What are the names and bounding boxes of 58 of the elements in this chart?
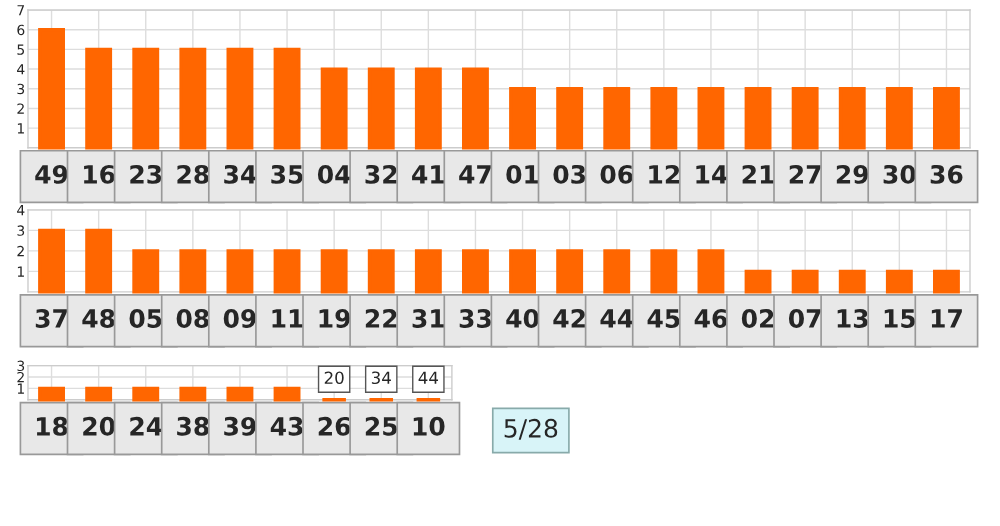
x-tick-label: 16: [84, 164, 115, 184]
x-tick-label: 07: [788, 309, 821, 328]
x-tick-label: 11: [272, 309, 303, 328]
x-tick-label: 42: [553, 309, 585, 328]
x-tick-label: 04: [317, 164, 351, 184]
x-tick-label: 12: [649, 164, 680, 184]
x-tick-label: 19: [319, 309, 350, 328]
x-tick-label: 36: [930, 164, 963, 184]
bar: [885, 269, 913, 294]
x-tick-label: 01: [506, 164, 539, 184]
x-tick-label: 30: [883, 164, 916, 184]
x-tick-label: 15: [884, 309, 915, 328]
x-tick-label: 29: [836, 164, 869, 184]
x-tick-label: 41: [412, 165, 445, 184]
bar: [838, 269, 866, 294]
x-tick-label: 32: [365, 164, 397, 184]
x-tick-label: 02: [741, 309, 774, 328]
x-tick-label: 21: [742, 164, 774, 184]
x-tick-label: 46: [694, 309, 727, 328]
bar: [791, 269, 819, 294]
x-tick-label: 24: [130, 416, 162, 436]
x-tick-label: 34: [224, 164, 257, 184]
x-tick-label: 44: [600, 309, 633, 328]
x-tick-label: 10: [413, 416, 445, 436]
x-tick-label: 47: [459, 165, 491, 184]
text: 5/28: [504, 418, 558, 440]
x-tick-label: 40: [506, 309, 539, 328]
bar: [744, 269, 772, 294]
x-tick-label: 26: [318, 416, 351, 436]
x-tick-label: 33: [459, 309, 491, 328]
x-tick-label: 38: [177, 416, 209, 436]
x-tick-label: 49: [35, 164, 68, 184]
x-tick-label: 39: [224, 416, 256, 436]
bar: [933, 269, 960, 294]
x-tick-label: 18: [36, 416, 68, 436]
x-tick-label: 22: [365, 309, 397, 328]
x-tick-label: 31: [412, 309, 445, 328]
annotation: 20: [324, 371, 344, 385]
annotation: 44: [418, 371, 439, 384]
x-tick-label: 28: [177, 164, 209, 184]
x-tick-label: 48: [82, 309, 115, 328]
x-tick-label: 03: [553, 164, 586, 184]
x-tick-label: 35: [271, 164, 303, 184]
x-tick-label: 27: [789, 164, 821, 184]
x-tick-label: 09: [223, 309, 256, 328]
x-tick-label: 08: [176, 309, 209, 328]
x-tick-label: 17: [931, 309, 962, 328]
x-tick-label: 37: [35, 309, 67, 328]
x-tick-label: 20: [83, 416, 115, 436]
x-tick-label: 25: [365, 416, 397, 436]
x-tick-label: 06: [600, 164, 633, 184]
x-tick-label: 43: [270, 416, 303, 436]
x-tick-label: 14: [696, 165, 728, 184]
annotation: 34: [371, 371, 391, 385]
x-tick-label: 45: [647, 309, 680, 328]
x-tick-label: 05: [129, 309, 162, 328]
x-tick-label: 23: [130, 164, 162, 184]
x-tick-label: 13: [837, 309, 868, 328]
